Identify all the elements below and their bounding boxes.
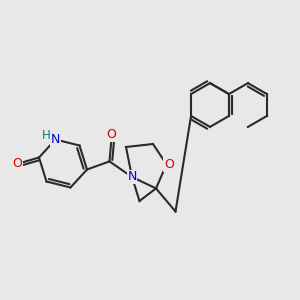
Text: H: H — [41, 129, 50, 142]
Text: N: N — [127, 170, 137, 184]
Text: N: N — [51, 133, 60, 146]
Text: O: O — [12, 157, 22, 170]
Text: O: O — [164, 158, 174, 171]
Text: O: O — [107, 128, 116, 142]
